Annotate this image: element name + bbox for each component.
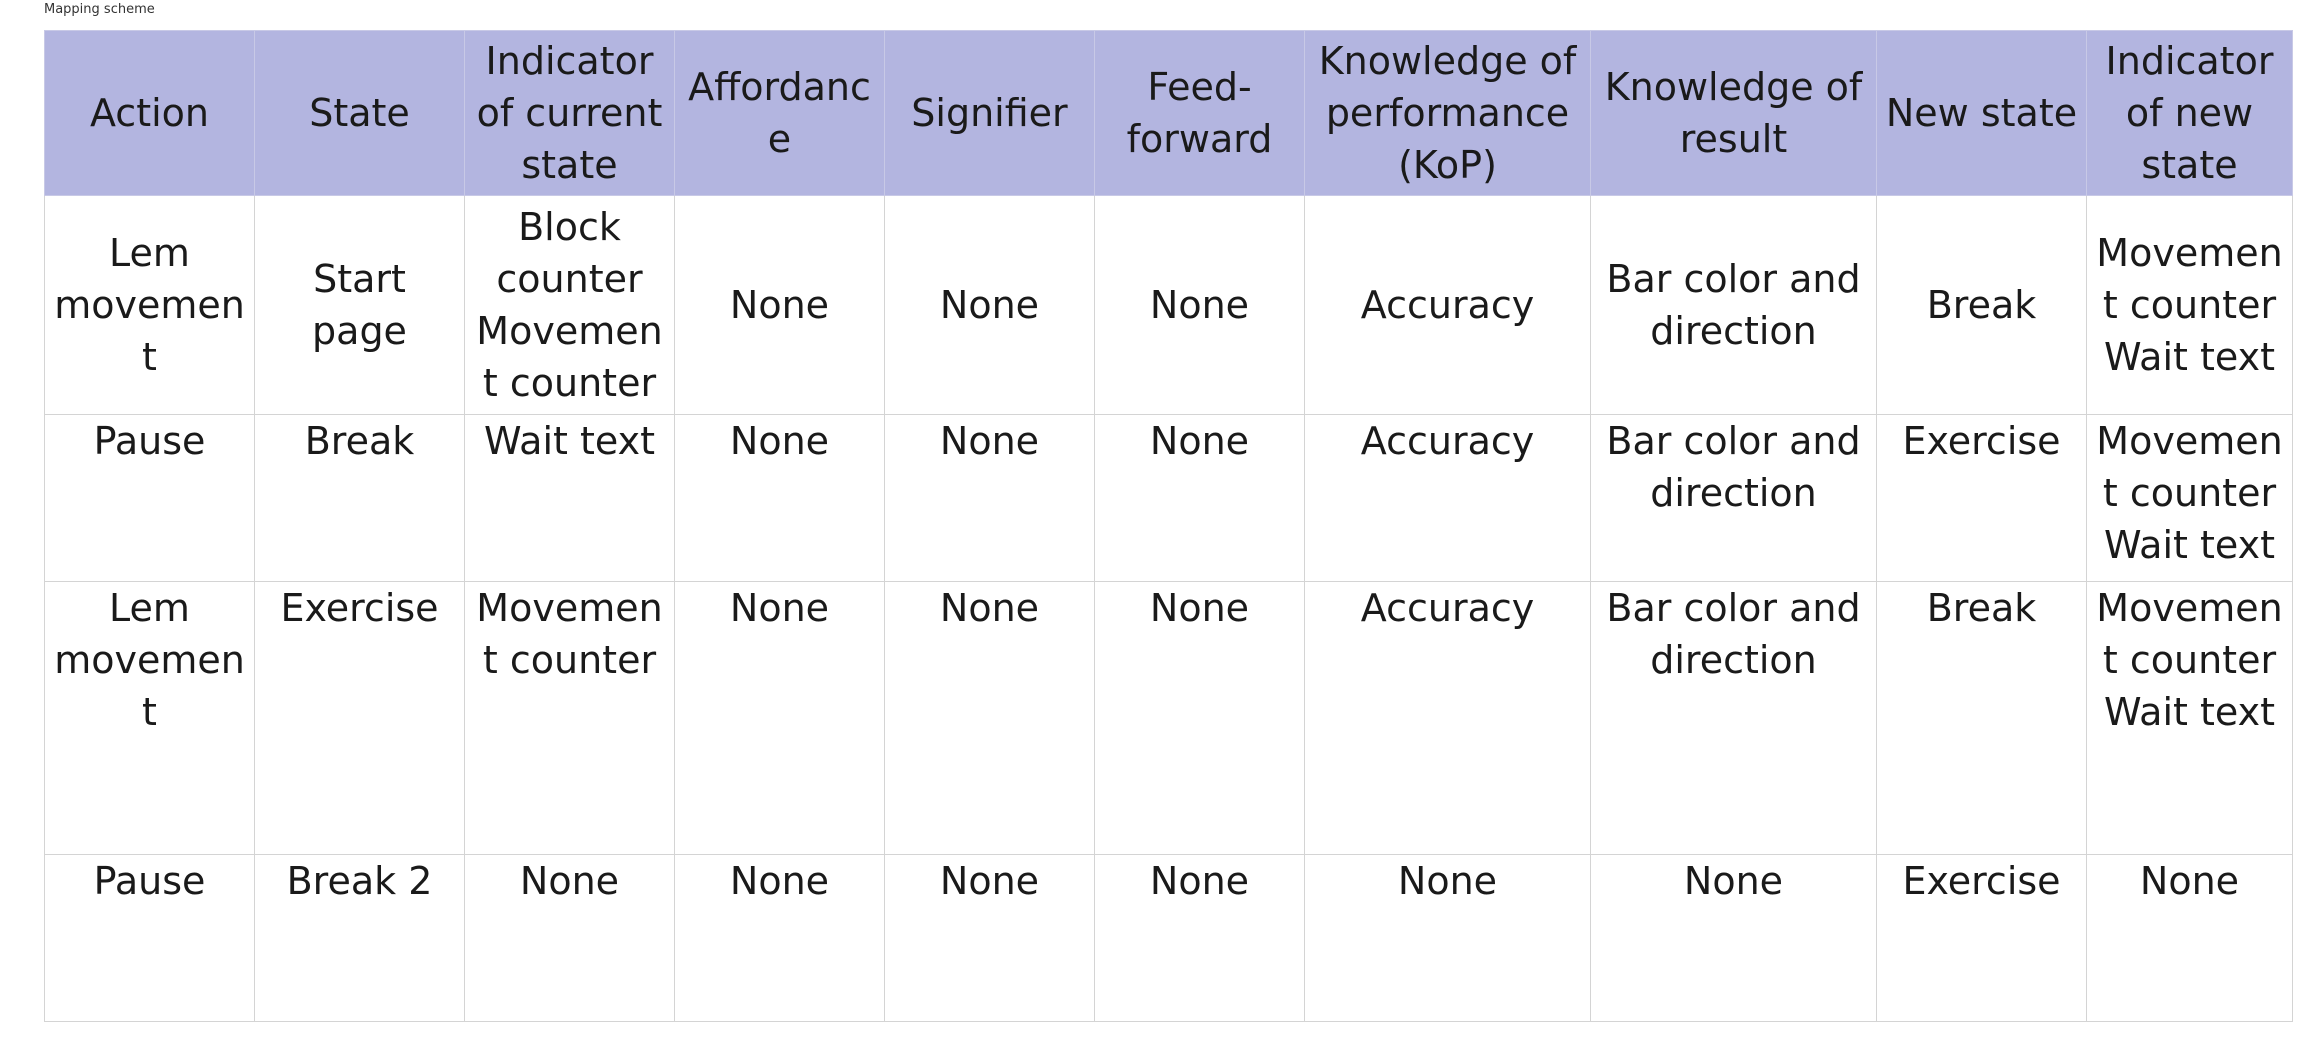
table-cell: None xyxy=(674,854,885,1022)
table-cell: Start page xyxy=(254,195,465,415)
table-cell: None xyxy=(674,195,885,415)
table-cell: Exercise xyxy=(1876,414,2087,582)
table-cell: Movement counter Wait text xyxy=(2086,414,2293,582)
header-cell-indicator-new-state: Indicator of new state xyxy=(2086,30,2293,196)
table-cell: None xyxy=(884,581,1095,855)
table-cell: Break xyxy=(1876,195,2087,415)
header-row: Action State Indicator of current state … xyxy=(44,30,2293,196)
header-label: Indicator of new state xyxy=(2105,39,2274,187)
header-cell-signifier: Signifier xyxy=(884,30,1095,196)
table-cell: Pause xyxy=(44,414,255,582)
table-cell: None xyxy=(674,414,885,582)
table-cell: Break xyxy=(254,414,465,582)
header-label: Feed- forward xyxy=(1126,65,1273,161)
mapping-table: Action State Indicator of current state … xyxy=(44,30,2293,1022)
table-cell: Pause xyxy=(44,854,255,1022)
table-cell: Movement counter Wait text xyxy=(2086,581,2293,855)
header-cell-affordance: Affordance xyxy=(674,30,885,196)
table-cell: Bar color and direction xyxy=(1590,581,1877,855)
table-cell: None xyxy=(1094,854,1305,1022)
table-cell: Movement counter Wait text xyxy=(2086,195,2293,415)
table-cell: Break xyxy=(1876,581,2087,855)
table-cell: None xyxy=(1590,854,1877,1022)
header-label: State xyxy=(309,91,410,135)
table-cell: None xyxy=(1094,414,1305,582)
table-cell: Exercise xyxy=(1876,854,2087,1022)
header-label: Indicator of current state xyxy=(476,39,663,187)
header-label: Action xyxy=(89,91,209,135)
header-label: New state xyxy=(1885,91,2078,135)
header-cell-feedforward: Feed- forward xyxy=(1094,30,1305,196)
header-label: Knowledge of performance (KoP) xyxy=(1318,39,1577,187)
header-label: Affordance xyxy=(688,65,871,161)
table-cell: None xyxy=(884,854,1095,1022)
table-cell: None xyxy=(884,414,1095,582)
table-cell: None xyxy=(884,195,1095,415)
table-caption: Mapping scheme xyxy=(44,2,155,17)
table-cell: None xyxy=(1094,195,1305,415)
table-cell: None xyxy=(464,854,675,1022)
table-cell: None xyxy=(674,581,885,855)
table-row: Lem movement Exercise Movement counter N… xyxy=(44,581,2293,855)
header-cell-new-state: New state xyxy=(1876,30,2087,196)
header-cell-state: State xyxy=(254,30,465,196)
header-label: Knowledge of result xyxy=(1604,65,1863,161)
table-cell: Exercise xyxy=(254,581,465,855)
table-cell: Movement counter xyxy=(464,581,675,855)
table-cell: Lem movement xyxy=(44,581,255,855)
table-cell: Bar color and direction xyxy=(1590,414,1877,582)
table-row: Lem movement Start page Block counter Mo… xyxy=(44,195,2293,415)
table-cell: Wait text xyxy=(464,414,675,582)
header-label: Signifier xyxy=(911,91,1068,135)
header-cell-kop: Knowledge of performance (KoP) xyxy=(1304,30,1591,196)
table-row: Pause Break Wait text None None None Acc… xyxy=(44,414,2293,582)
table-cell: None xyxy=(1304,854,1591,1022)
table-cell: Block counter Movement counter xyxy=(464,195,675,415)
header-cell-action: Action xyxy=(44,30,255,196)
table-cell: Accuracy xyxy=(1304,414,1591,582)
table-cell: Bar color and direction xyxy=(1590,195,1877,415)
header-cell-indicator-current-state: Indicator of current state xyxy=(464,30,675,196)
table-cell: None xyxy=(1094,581,1305,855)
header-cell-knowledge-of-result: Knowledge of result xyxy=(1590,30,1877,196)
table-row: Pause Break 2 None None None None None N… xyxy=(44,854,2293,1022)
table-cell: Lem movement xyxy=(44,195,255,415)
table-cell: Accuracy xyxy=(1304,581,1591,855)
table-cell: Accuracy xyxy=(1304,195,1591,415)
table-cell: None xyxy=(2086,854,2293,1022)
table-cell: Break 2 xyxy=(254,854,465,1022)
